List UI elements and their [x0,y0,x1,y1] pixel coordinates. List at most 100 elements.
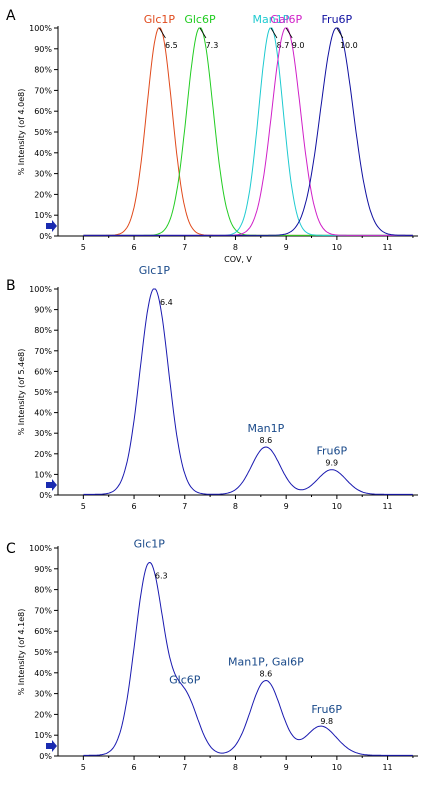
y-axis-label: % Intensity (of 4.1e8) [17,609,26,696]
series-line-gal6p [83,27,413,236]
y-tick-label: 20% [34,450,52,459]
y-tick-label: 100% [29,285,52,294]
series-label: Glc1P [144,13,176,26]
x-tick-label: 6 [132,502,137,511]
y-tick-label: 20% [34,710,52,719]
trace-line [83,288,413,495]
peak-value-label: 6.5 [165,41,178,50]
peak-name-label: Man1P, Gal6P [228,655,304,668]
y-tick-label: 90% [34,306,52,315]
baseline-marker [46,479,57,491]
x-tick-label: 6 [132,763,137,772]
peak-name-label: Glc6P [169,674,201,687]
series-line-glc6p [83,27,413,236]
peak-value-label: 8.6 [260,669,273,678]
x-tick-label: 5 [81,502,86,511]
x-tick-label: 8 [233,243,238,252]
series-label: Fru6P [322,13,353,26]
peak-value-label: 9.8 [320,717,333,726]
y-tick-label: 30% [34,170,52,179]
chart-panel-c: C 0% 10% 20% 30% 40% 50% 60% 70% 80% 90% 100% 5 6 7 8 9 1… [6,537,418,772]
series-line-man1p [83,27,413,236]
peak-value-label: 9.0 [292,41,305,50]
series-label: Man1P [253,13,290,26]
peak-value-label: 8.6 [260,436,273,445]
peak-leader [270,27,278,39]
y-tick-label: 50% [34,388,52,397]
panel-letter: A [6,8,16,24]
y-tick-label: 30% [34,690,52,699]
x-tick-label: 10 [332,763,342,772]
x-tick-label: 11 [382,502,392,511]
peak-leader [285,27,293,39]
y-tick-label: 70% [34,347,52,356]
x-tick-label: 7 [182,243,187,252]
x-tick-label: 8 [233,763,238,772]
peak-value-label: 6.3 [155,571,168,580]
y-tick-label: 0% [39,752,52,761]
peak-name-label: Glc1P [139,264,171,277]
peak-value-label: 6.4 [160,298,173,307]
y-tick-label: 90% [34,45,52,54]
y-tick-label: 100% [29,24,52,33]
y-tick-label: 80% [34,66,52,75]
x-tick-label: 9 [284,502,289,511]
y-axis-label: % Intensity (of 5.4e8) [17,349,26,436]
y-tick-label: 50% [34,648,52,657]
chart-panel-a: A 0% 10% 20% 30% 40% 50% 60% 70% 80% 90% 100% 5 6 7 8 9 1… [6,8,418,264]
series-label: Glc6P [184,13,216,26]
peak-value-label: 8.7 [277,41,290,50]
x-tick-label: 11 [382,763,392,772]
y-tick-label: 10% [34,731,52,740]
y-tick-label: 60% [34,107,52,116]
series-line-glc1p [83,27,413,236]
x-tick-label: 10 [332,502,342,511]
y-tick-label: 70% [34,86,52,95]
y-tick-label: 10% [34,211,52,220]
x-tick-label: 7 [182,763,187,772]
x-tick-label: 9 [284,243,289,252]
series-label: Gal6P [270,13,302,26]
x-tick-label: 8 [233,502,238,511]
y-tick-label: 60% [34,627,52,636]
peak-value-label: 10.0 [340,41,358,50]
y-tick-label: 80% [34,326,52,335]
y-tick-label: 40% [34,409,52,418]
x-tick-label: 6 [132,243,137,252]
peak-value-label: 7.3 [206,41,219,50]
peak-leader [336,27,344,39]
y-tick-label: 40% [34,669,52,678]
x-tick-label: 7 [182,502,187,511]
x-tick-label: 5 [81,243,86,252]
x-tick-label: 9 [284,763,289,772]
series-line-fru6p [83,27,413,236]
peak-name-label: Glc1P [134,537,166,550]
y-tick-label: 80% [34,586,52,595]
y-tick-label: 50% [34,128,52,137]
peak-leader [159,27,166,39]
panel-letter: C [6,541,16,557]
x-axis-label: COV, V [224,255,252,264]
baseline-marker [46,740,57,752]
y-tick-label: 60% [34,367,52,376]
peak-name-label: Fru6P [316,445,347,458]
chart-panel-b: B 0% 10% 20% 30% 40% 50% 60% 70% 80% 90% 100% 5 6 7 8 9 1… [6,264,418,511]
x-tick-label: 11 [382,243,392,252]
peak-leader [199,27,207,39]
y-tick-label: 90% [34,565,52,574]
y-axis-label: % Intensity (of 4.0e8) [17,89,26,176]
peak-value-label: 9.9 [325,459,338,468]
panel-letter: B [6,278,16,294]
x-tick-label: 5 [81,763,86,772]
y-tick-label: 10% [34,470,52,479]
y-tick-label: 40% [34,149,52,158]
trace-line [83,561,413,756]
peak-name-label: Man1P [247,422,284,435]
x-tick-label: 10 [332,243,342,252]
peak-name-label: Fru6P [311,703,342,716]
y-tick-label: 0% [39,232,52,241]
y-tick-label: 100% [29,544,52,553]
y-tick-label: 70% [34,606,52,615]
